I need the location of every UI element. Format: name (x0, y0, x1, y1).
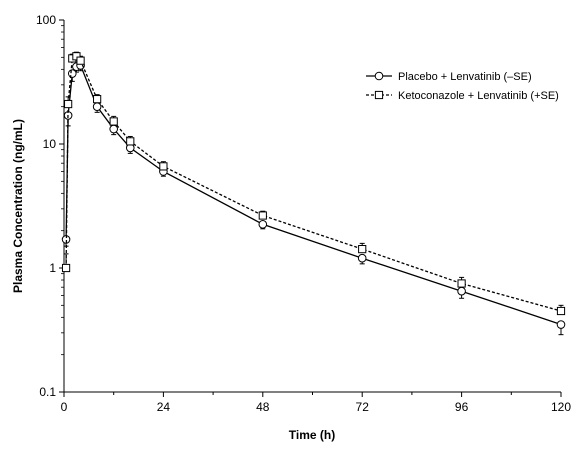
x-tick-label: 120 (551, 400, 571, 414)
data-point-square (126, 137, 135, 146)
data-point-circle (457, 286, 466, 296)
y-tick-label: 0.1 (39, 385, 56, 399)
y-axis-label: Plasma Concentration (ng/mL) (11, 119, 25, 293)
y-tick-label: 10 (43, 137, 57, 151)
data-point-square (93, 95, 102, 104)
x-tick-label: 72 (356, 400, 370, 414)
x-tick-label: 96 (455, 400, 469, 414)
legend-label: Ketoconazole + Lenvatinib (+SE) (398, 90, 559, 102)
series-1 (61, 61, 566, 336)
data-point-square (72, 52, 81, 61)
data-point-circle (556, 320, 566, 329)
x-tick-label: 24 (157, 400, 171, 414)
data-point-square (358, 245, 367, 254)
legend-item-2: Ketoconazole + Lenvatinib (+SE) (366, 90, 559, 102)
x-tick-label: 0 (61, 400, 68, 414)
x-tick-label: 48 (256, 400, 270, 414)
data-point-circle (258, 220, 268, 229)
data-point-circle (92, 102, 102, 111)
data-point-square (76, 56, 85, 65)
legend: Placebo + Lenvatinib (–SE) Ketoconazole +… (366, 71, 559, 102)
data-point-square (258, 211, 267, 220)
y-tick-label: 1 (49, 261, 56, 275)
data-point-square (457, 279, 466, 288)
data-point-square (109, 117, 118, 126)
series-line (65, 64, 562, 326)
data-point-square (61, 263, 71, 273)
data-point-square (159, 162, 168, 171)
legend-label: Placebo + Lenvatinib (–SE) (398, 71, 532, 83)
axes: 0 24 48 72 96 120 0.1 1 10 100 (36, 13, 571, 414)
data-point-circle (357, 253, 367, 263)
series-layer (61, 51, 566, 336)
data-point-circle (67, 69, 77, 78)
data-point-square (64, 99, 73, 109)
legend-item-1: Placebo + Lenvatinib (–SE) (366, 71, 532, 83)
y-axis-title: Plasma Concentration (ng/mL) (11, 119, 25, 293)
series-2 (61, 51, 566, 316)
x-axis-label: Time (h) (289, 428, 335, 442)
y-tick-label: 100 (36, 13, 56, 27)
legend-marker-square (374, 90, 384, 100)
data-point-circle (109, 124, 118, 134)
legend-marker-circle (374, 71, 384, 81)
data-point-square (556, 306, 566, 316)
